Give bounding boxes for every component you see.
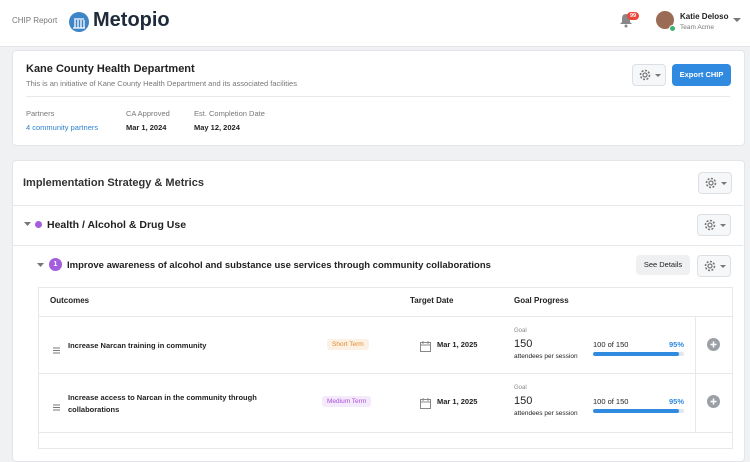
logo-text: Metopio bbox=[93, 9, 170, 31]
summary-subtitle: This is an initiative of Kane County Hea… bbox=[26, 79, 297, 88]
divider bbox=[695, 317, 696, 432]
divider bbox=[39, 316, 732, 317]
target-date: Mar 1, 2025 bbox=[437, 340, 478, 349]
user-name: Katie Deloso bbox=[680, 12, 729, 21]
goal-number: 1 bbox=[49, 258, 62, 271]
collapse-caret[interactable] bbox=[37, 263, 44, 268]
report-label: CHIP Report bbox=[12, 16, 58, 25]
goal-label: Goal bbox=[514, 328, 527, 334]
settings-button[interactable] bbox=[698, 172, 732, 194]
field-label: CA Approved bbox=[126, 109, 170, 118]
field-label: Partners bbox=[26, 109, 55, 118]
divider bbox=[26, 96, 730, 97]
column-header: Target Date bbox=[410, 296, 454, 305]
progress-bar bbox=[593, 409, 680, 413]
calendar-icon bbox=[420, 396, 431, 409]
status-dot bbox=[669, 25, 676, 32]
term-badge: Short Term bbox=[327, 339, 369, 350]
logo-icon bbox=[69, 12, 89, 32]
divider bbox=[13, 245, 743, 246]
add-button[interactable] bbox=[707, 338, 720, 351]
drag-handle[interactable] bbox=[53, 398, 60, 411]
goal-value: 150 bbox=[514, 395, 533, 407]
divider bbox=[39, 432, 732, 433]
goal-unit: attendees per session bbox=[514, 353, 578, 360]
divider bbox=[39, 373, 732, 374]
summary-card bbox=[12, 50, 745, 146]
add-button[interactable] bbox=[707, 395, 720, 408]
progress-track bbox=[593, 352, 684, 356]
field-value: May 12, 2024 bbox=[194, 123, 240, 132]
progress-text: 100 of 150 bbox=[593, 397, 629, 406]
export-button[interactable]: Export CHIP bbox=[672, 64, 731, 86]
goal-title: Improve awareness of alcohol and substan… bbox=[67, 260, 491, 271]
goal-value: 150 bbox=[514, 338, 533, 350]
drag-handle[interactable] bbox=[53, 341, 60, 354]
outcome-text: Increase Narcan training in community bbox=[68, 341, 207, 350]
progress-label: 95% bbox=[669, 340, 685, 349]
goal-label: Goal bbox=[514, 385, 527, 391]
column-header: Goal Progress bbox=[514, 296, 569, 305]
details-button[interactable]: See Details bbox=[636, 255, 690, 275]
avatar[interactable] bbox=[656, 11, 674, 29]
section-title: Health / Alcohol & Drug Use bbox=[47, 219, 187, 231]
column-header: Outcomes bbox=[50, 296, 90, 305]
settings-button[interactable] bbox=[697, 255, 731, 277]
outcome-text: Increase access to Narcan in the communi… bbox=[68, 393, 257, 414]
target-date: Mar 1, 2025 bbox=[437, 397, 478, 406]
settings-button[interactable] bbox=[697, 214, 731, 236]
calendar-icon bbox=[420, 339, 431, 352]
field-value: Mar 1, 2024 bbox=[126, 123, 167, 132]
progress-label: 95% bbox=[669, 397, 685, 406]
progress-text: 100 of 150 bbox=[593, 340, 629, 349]
divider bbox=[13, 205, 743, 206]
user-team: Team Acme bbox=[680, 24, 714, 31]
field-label: Est. Completion Date bbox=[194, 109, 265, 118]
settings-button[interactable] bbox=[632, 64, 666, 86]
strategy-title: Implementation Strategy & Metrics bbox=[23, 177, 204, 189]
section-dot bbox=[35, 221, 42, 228]
term-badge: Medium Term bbox=[322, 396, 372, 407]
user-menu-caret[interactable] bbox=[733, 17, 741, 23]
progress-bar bbox=[593, 352, 680, 356]
partners-link[interactable]: 4 community partners bbox=[26, 123, 99, 132]
collapse-caret[interactable] bbox=[24, 222, 31, 227]
goal-unit: attendees per session bbox=[514, 410, 578, 417]
outcomes-table bbox=[38, 287, 733, 449]
progress-track bbox=[593, 409, 684, 413]
summary-title: Kane County Health Department bbox=[26, 63, 195, 75]
notification-badge: 99 bbox=[627, 12, 640, 20]
